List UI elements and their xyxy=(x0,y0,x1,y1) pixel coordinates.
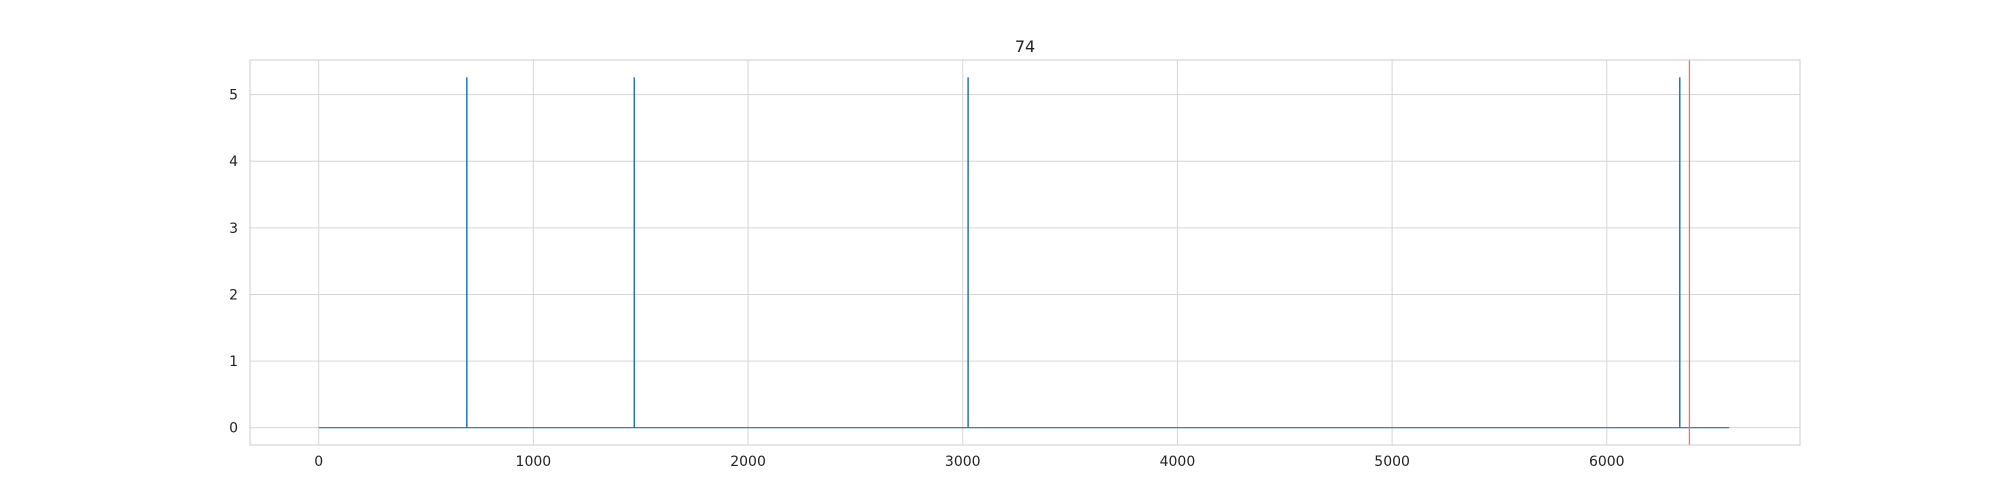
grid xyxy=(250,60,1800,445)
y-tick-label-5: 5 xyxy=(229,88,238,104)
x-tick-label-3000: 3000 xyxy=(945,454,981,470)
x-tick-label-0: 0 xyxy=(314,454,323,470)
y-tick-labels: 0 1 2 3 4 5 xyxy=(229,88,238,437)
y-tick-label-3: 3 xyxy=(229,221,238,237)
plot-background xyxy=(250,60,1800,445)
x-tick-label-2000: 2000 xyxy=(730,454,766,470)
series-layer xyxy=(318,77,1730,429)
x-tick-label-1000: 1000 xyxy=(516,454,552,470)
y-tick-label-0: 0 xyxy=(229,421,238,437)
plot-frame xyxy=(249,59,1801,446)
chart-title: 74 xyxy=(1015,37,1035,56)
x-tick-label-6000: 6000 xyxy=(1589,454,1625,470)
y-tick-label-4: 4 xyxy=(229,154,238,170)
x-tick-labels: 0 1000 2000 3000 4000 5000 6000 xyxy=(314,454,1624,470)
y-tick-label-2: 2 xyxy=(229,287,238,303)
y-tick-label-1: 1 xyxy=(229,354,238,370)
x-tick-label-5000: 5000 xyxy=(1374,454,1410,470)
x-tick-label-4000: 4000 xyxy=(1160,454,1196,470)
